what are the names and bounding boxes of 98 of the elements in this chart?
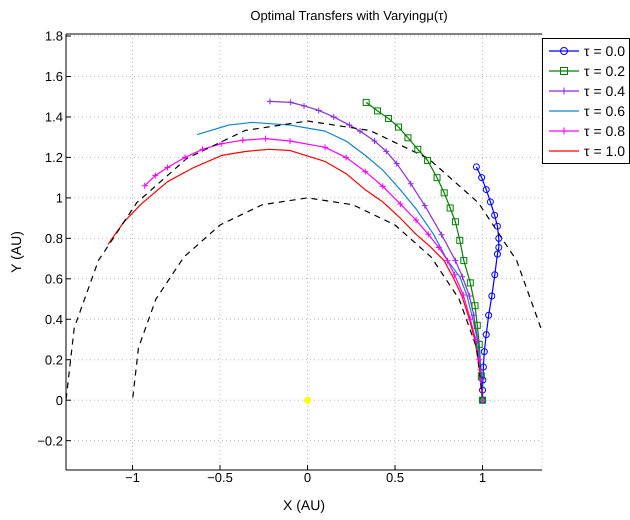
point <box>476 340 483 348</box>
point <box>414 146 422 153</box>
point <box>456 236 464 244</box>
legend-label: τ = 0.0 <box>584 43 625 59</box>
legend-label: τ = 0.2 <box>584 63 625 79</box>
y-tick-label: 0.4 <box>44 312 63 327</box>
point <box>485 312 492 319</box>
point <box>239 136 246 144</box>
point <box>421 202 428 210</box>
legend-label: τ = 0.8 <box>584 123 625 139</box>
point <box>495 234 502 242</box>
point <box>477 366 484 374</box>
point <box>396 200 404 208</box>
point <box>482 186 490 194</box>
point <box>342 154 350 161</box>
y-axis-title: Y (AU) <box>8 231 24 273</box>
point <box>458 273 466 280</box>
chart-title: Optimal Transfers with Varyingμ(τ) <box>249 8 449 25</box>
point <box>494 222 501 230</box>
point <box>480 364 487 371</box>
point <box>262 135 270 142</box>
point <box>446 204 454 212</box>
point <box>494 250 501 258</box>
x-tick-label: 1 <box>478 470 486 486</box>
y-tick-label: 1.8 <box>44 28 63 44</box>
point <box>330 113 338 120</box>
point <box>300 102 308 110</box>
point <box>491 212 498 219</box>
y-tick-label: 1.2 <box>44 150 63 166</box>
point <box>362 98 370 106</box>
point <box>451 271 458 278</box>
point <box>478 174 486 182</box>
point <box>452 218 459 226</box>
y-tick-label: 0 <box>56 392 63 408</box>
point <box>452 257 459 264</box>
point <box>424 230 432 238</box>
y-tick-label: 1 <box>56 190 63 206</box>
y-tick-label: 1.6 <box>44 69 63 84</box>
legend-label: τ = 0.4 <box>584 83 625 99</box>
point <box>218 140 226 148</box>
point <box>466 279 474 286</box>
point <box>304 396 312 404</box>
point <box>466 316 474 323</box>
point <box>460 257 468 264</box>
point <box>488 292 496 300</box>
point <box>491 271 498 278</box>
point <box>346 122 353 129</box>
point <box>385 115 392 122</box>
y-tick-label: 0.2 <box>44 352 63 368</box>
point <box>495 244 502 251</box>
point <box>435 244 442 251</box>
x-axis-title: X (AU) <box>283 497 326 513</box>
point <box>472 163 480 170</box>
point <box>152 172 159 180</box>
y-tick-label: 0.6 <box>44 271 63 286</box>
point <box>480 348 488 356</box>
x-tick-label: −0.5 <box>207 470 233 486</box>
point <box>474 322 481 329</box>
y-tick-label: 1.4 <box>44 110 63 125</box>
point <box>287 98 294 106</box>
point <box>322 144 329 151</box>
point <box>476 356 483 364</box>
point <box>393 160 400 168</box>
point <box>424 156 432 164</box>
legend-label: τ = 1.0 <box>584 143 625 159</box>
point <box>478 372 485 380</box>
point <box>315 106 322 114</box>
point <box>472 302 479 310</box>
point <box>182 154 189 161</box>
x-tick-label: −1 <box>125 470 140 486</box>
point <box>362 168 369 176</box>
y-tick-label: 0.8 <box>44 230 63 246</box>
y-tick-label: −0.2 <box>37 433 63 448</box>
point <box>407 180 414 188</box>
point <box>371 138 378 145</box>
point <box>395 124 402 131</box>
point <box>412 216 420 224</box>
x-tick-label: 0 <box>304 470 312 486</box>
point <box>286 138 294 145</box>
point <box>444 257 452 264</box>
point <box>356 128 364 135</box>
point <box>466 292 473 300</box>
legend-label: τ = 0.6 <box>584 103 625 119</box>
point <box>164 164 172 172</box>
point <box>440 189 448 196</box>
point <box>434 174 441 182</box>
point <box>404 134 412 142</box>
point <box>460 291 467 298</box>
point <box>382 148 390 155</box>
x-tick-label: 0.5 <box>386 470 404 486</box>
point <box>486 198 494 206</box>
point <box>199 146 206 153</box>
point <box>438 231 446 238</box>
point <box>470 312 478 319</box>
point <box>482 331 490 338</box>
point <box>479 386 486 394</box>
point <box>379 182 386 190</box>
point <box>374 107 382 114</box>
